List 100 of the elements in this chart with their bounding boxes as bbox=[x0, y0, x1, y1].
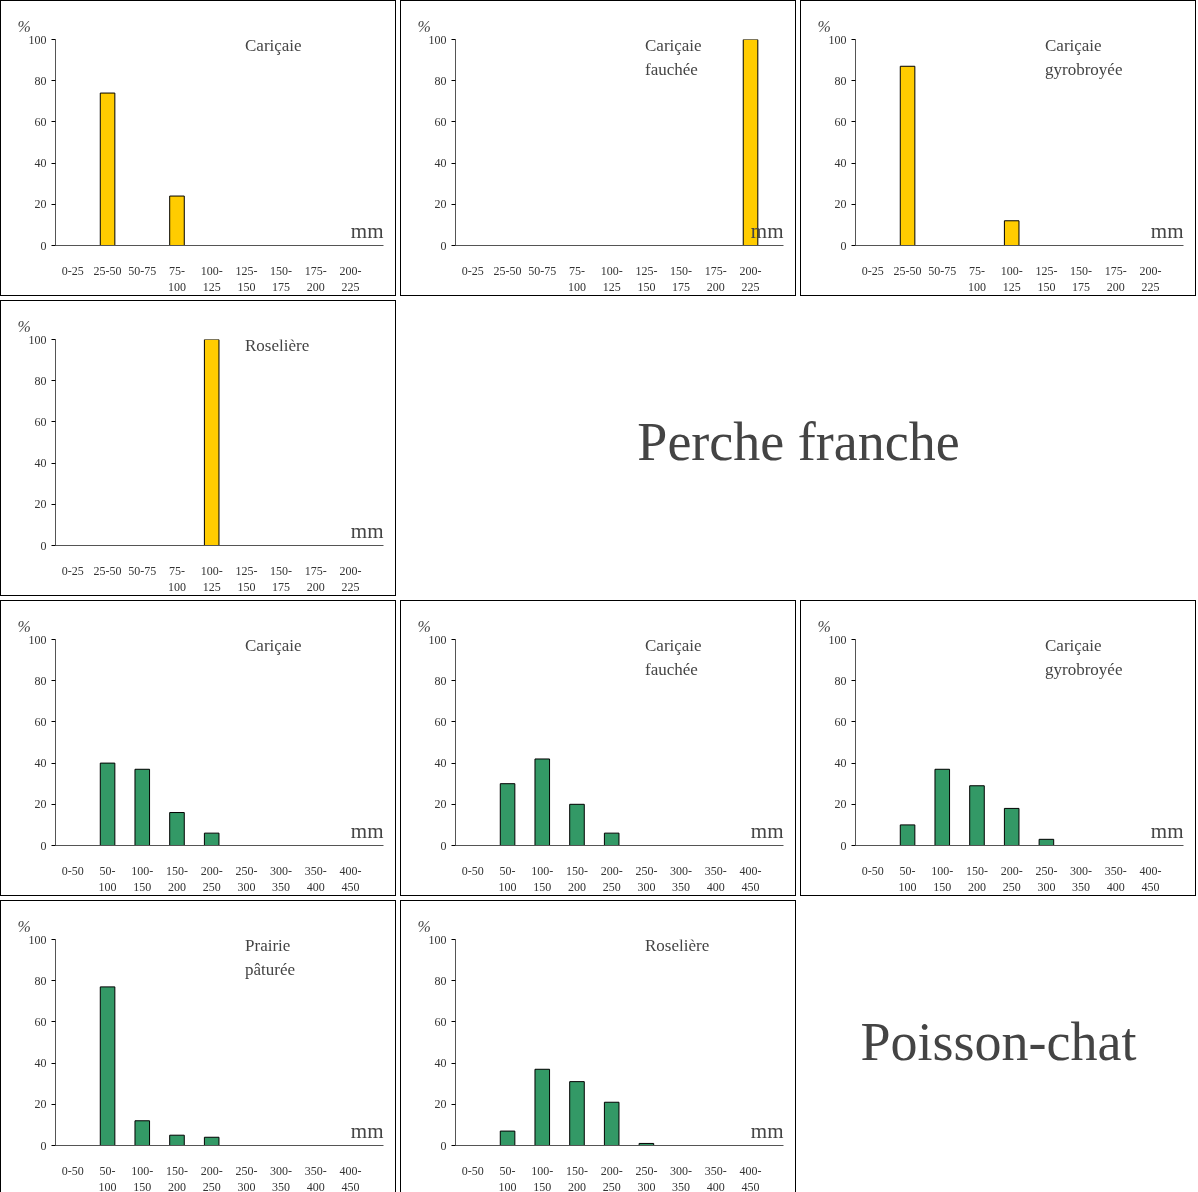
x-tick-label: 150- 175 bbox=[270, 563, 293, 595]
x-tick-label: 50-75 bbox=[128, 263, 157, 278]
x-tick-label: 25-50 bbox=[893, 263, 922, 278]
x-tick-label: 200- 225 bbox=[339, 563, 362, 595]
bar bbox=[134, 768, 151, 846]
y-tick-label: 0 bbox=[440, 1138, 447, 1153]
y-tick-label: 40 bbox=[434, 156, 447, 171]
y-tick-label: 80 bbox=[834, 73, 847, 88]
x-axis-title: mm bbox=[350, 819, 384, 844]
y-tick-label: 0 bbox=[840, 838, 847, 853]
y-tick-label: 40 bbox=[834, 156, 847, 171]
y-axis-title: % bbox=[417, 917, 431, 935]
bar bbox=[969, 785, 985, 846]
y-tick-label: 0 bbox=[40, 1138, 47, 1153]
x-tick-label: 400- 450 bbox=[339, 1163, 362, 1192]
chart-title: Roselière bbox=[645, 935, 710, 955]
y-tick-label: 100 bbox=[428, 632, 447, 647]
x-tick-label: 300- 350 bbox=[270, 1163, 293, 1192]
x-tick-label: 100- 125 bbox=[1000, 263, 1023, 295]
x-tick-label: 300- 350 bbox=[670, 1163, 693, 1192]
bar bbox=[534, 1068, 551, 1146]
bar bbox=[203, 832, 220, 846]
bar bbox=[134, 1120, 151, 1146]
y-tick-label: 0 bbox=[40, 238, 47, 253]
x-tick-label: 150- 200 bbox=[965, 863, 988, 895]
x-tick-label: 50-75 bbox=[128, 563, 157, 578]
bar bbox=[499, 1130, 516, 1146]
x-axis-title: mm bbox=[750, 1119, 784, 1144]
x-axis-title: mm bbox=[1150, 819, 1184, 844]
x-tick-label: 50- 100 bbox=[98, 1163, 117, 1192]
x-tick-label: 50-75 bbox=[528, 263, 557, 278]
x-tick-label: 75- 100 bbox=[967, 263, 986, 295]
x-tick-label: 50- 100 bbox=[498, 1163, 517, 1192]
x-axis-title: mm bbox=[1150, 219, 1184, 244]
bar bbox=[1038, 838, 1055, 846]
chart-title: Cariçaie bbox=[245, 635, 302, 655]
y-tick-label: 60 bbox=[834, 714, 847, 729]
x-tick-label: 100- 125 bbox=[600, 263, 623, 295]
y-tick-label: 80 bbox=[34, 73, 47, 88]
y-tick-label: 80 bbox=[34, 973, 47, 988]
bar bbox=[934, 768, 951, 846]
bar bbox=[99, 986, 116, 1146]
bar bbox=[1003, 807, 1020, 846]
y-tick-label: 20 bbox=[434, 797, 447, 812]
x-tick-label: 50- 100 bbox=[498, 863, 517, 895]
x-tick-label: 0-50 bbox=[461, 863, 484, 878]
y-tick-label: 20 bbox=[34, 197, 47, 212]
y-tick-label: 40 bbox=[434, 756, 447, 771]
y-tick-label: 20 bbox=[34, 1097, 47, 1112]
bar bbox=[169, 812, 185, 846]
x-axis-title: mm bbox=[350, 1119, 384, 1144]
x-tick-label: 150- 175 bbox=[270, 263, 293, 295]
text: Prairie pâturée bbox=[245, 935, 296, 980]
x-tick-label: 150- 200 bbox=[565, 863, 588, 895]
x-tick-label: 0-50 bbox=[61, 863, 84, 878]
x-tick-label: 175- 200 bbox=[704, 263, 727, 295]
x-tick-label: 150- 200 bbox=[565, 1163, 588, 1192]
y-axis-title: % bbox=[417, 617, 431, 635]
x-tick-label: 75- 100 bbox=[167, 263, 186, 295]
x-tick-label: 100- 150 bbox=[531, 863, 554, 895]
y-tick-label: 0 bbox=[40, 538, 47, 553]
x-tick-label: 100- 150 bbox=[131, 1163, 154, 1192]
x-tick-label: 400- 450 bbox=[739, 1163, 762, 1192]
y-axis-title: % bbox=[817, 617, 831, 635]
x-tick-label: 200- 250 bbox=[200, 863, 223, 895]
bar bbox=[99, 762, 116, 846]
x-tick-label: 125- 150 bbox=[235, 563, 258, 595]
y-axis-title: % bbox=[817, 17, 831, 35]
x-tick-label: 250- 300 bbox=[235, 863, 258, 895]
x-tick-label: 150- 175 bbox=[670, 263, 693, 295]
x-axis-title: mm bbox=[750, 819, 784, 844]
text: Perche franche bbox=[637, 411, 960, 472]
y-tick-label: 20 bbox=[34, 497, 47, 512]
x-tick-label: 350- 400 bbox=[304, 1163, 327, 1192]
bar bbox=[603, 832, 620, 846]
x-tick-label: 250- 300 bbox=[635, 1163, 658, 1192]
y-tick-label: 40 bbox=[34, 456, 47, 471]
x-tick-label: 300- 350 bbox=[270, 863, 293, 895]
y-tick-label: 80 bbox=[34, 673, 47, 688]
text: Cariçaie gyrobroyée bbox=[1045, 35, 1123, 80]
x-tick-label: 150- 175 bbox=[1070, 263, 1093, 295]
y-tick-label: 100 bbox=[428, 932, 447, 947]
x-tick-label: 200- 250 bbox=[200, 1163, 223, 1192]
y-axis-title: % bbox=[17, 317, 31, 335]
x-tick-label: 0-50 bbox=[61, 1163, 84, 1178]
y-tick-label: 80 bbox=[834, 673, 847, 688]
bar bbox=[169, 1134, 185, 1146]
y-tick-label: 60 bbox=[34, 714, 47, 729]
y-tick-label: 20 bbox=[434, 1097, 447, 1112]
x-tick-label: 200- 250 bbox=[600, 863, 623, 895]
x-tick-label: 250- 300 bbox=[235, 1163, 258, 1192]
x-tick-label: 125- 150 bbox=[235, 263, 258, 295]
y-tick-label: 0 bbox=[440, 238, 447, 253]
y-tick-label: 80 bbox=[34, 373, 47, 388]
y-tick-label: 20 bbox=[834, 197, 847, 212]
y-tick-label: 60 bbox=[434, 114, 447, 129]
x-tick-label: 0-25 bbox=[861, 263, 884, 278]
y-tick-label: 60 bbox=[434, 714, 447, 729]
bar bbox=[203, 1136, 220, 1146]
y-tick-label: 40 bbox=[434, 1056, 447, 1071]
